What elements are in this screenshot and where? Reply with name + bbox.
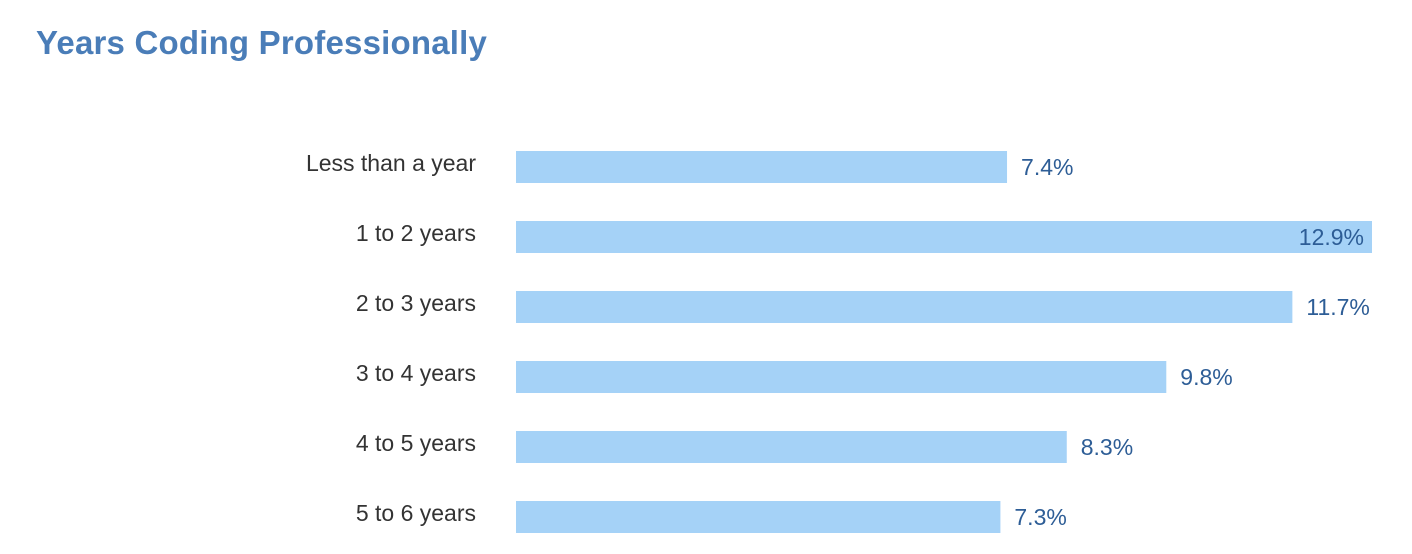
chart-title: Years Coding Professionally	[36, 24, 488, 61]
bar	[516, 361, 1167, 393]
value-label: 7.4%	[1021, 154, 1073, 180]
category-label: 3 to 4 years	[356, 360, 476, 386]
value-label: 7.3%	[1014, 504, 1066, 530]
category-label: 2 to 3 years	[356, 290, 476, 316]
value-label: 9.8%	[1180, 364, 1232, 390]
category-label: Less than a year	[306, 150, 476, 176]
value-label: 12.9%	[1299, 224, 1364, 250]
bar	[516, 431, 1067, 463]
bar	[516, 221, 1372, 253]
bar	[516, 151, 1008, 183]
bar	[516, 501, 1001, 533]
value-label: 11.7%	[1306, 294, 1370, 320]
category-label: 5 to 6 years	[356, 500, 476, 526]
category-label: 4 to 5 years	[356, 430, 476, 456]
category-label: 1 to 2 years	[356, 220, 476, 246]
bar	[516, 291, 1293, 323]
value-label: 8.3%	[1081, 434, 1133, 460]
